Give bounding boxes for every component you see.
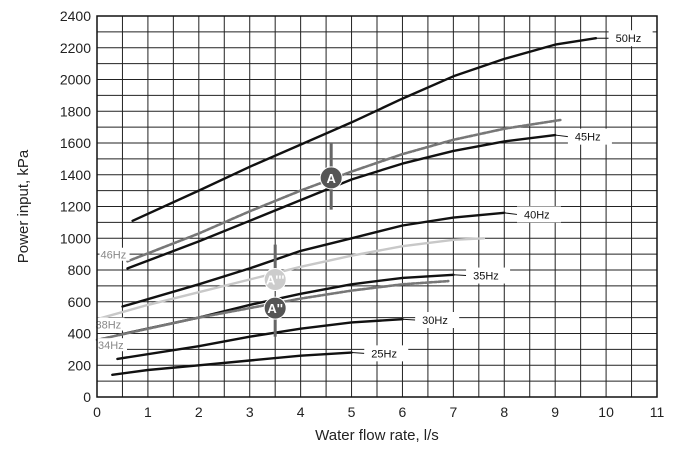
y-tick-label: 1400	[60, 167, 91, 183]
y-tick-label: 800	[68, 262, 92, 278]
operating-point-marker	[319, 166, 343, 190]
grid	[96, 15, 658, 398]
y-tick-label: 1600	[60, 135, 91, 151]
x-tick-label: 4	[297, 404, 305, 420]
series-label-bg	[608, 30, 653, 47]
x-tick-label: 0	[93, 404, 101, 420]
series-label-50hz: 50Hz	[616, 33, 642, 45]
series-label-bg	[517, 206, 561, 223]
series-line-25hz	[111, 351, 353, 376]
series-line-40hz	[121, 211, 506, 308]
y-tick-label: 1200	[60, 199, 91, 215]
operating-point-label: A'''	[266, 273, 285, 288]
grey-label-bg	[94, 317, 125, 331]
x-tick-label: 8	[500, 404, 508, 420]
series-label-bg	[567, 128, 612, 145]
series-label-leader	[351, 352, 365, 354]
series-label-bg	[466, 267, 511, 284]
y-tick-label: 600	[68, 294, 92, 310]
operating-point-label: A	[326, 171, 336, 186]
series-label-46hz: 46Hz	[101, 250, 127, 262]
series-line-unlabelled-4	[95, 237, 486, 321]
series-label-leader	[402, 318, 416, 321]
y-tick-label: 200	[68, 357, 92, 373]
plot-frame	[96, 15, 658, 398]
series-label-25hz: 25Hz	[371, 348, 397, 360]
series-label-30hz: 30Hz	[422, 315, 448, 327]
axes	[96, 15, 658, 398]
series-label-leader	[453, 274, 467, 277]
series-labels-layer: 50Hz 45Hz 40Hz 35Hz 30Hz 25Hz 46Hz 38Hz 34Hz	[94, 30, 653, 362]
series-line-45hz	[126, 133, 557, 270]
tick-labels: 0 1 2 3 4 5 6 7 8 9 10 11 0 200 400 600 800 1000 1200 1400 1…	[60, 8, 665, 420]
y-tick-label: 0	[83, 389, 91, 405]
series-label-leader	[504, 212, 518, 215]
x-tick-label: 7	[449, 404, 457, 420]
x-tick-label: 9	[551, 404, 559, 420]
series-label-45hz: 45Hz	[575, 132, 601, 144]
operating-point-marker	[263, 268, 287, 292]
x-axis-label: Water flow rate, l/s	[315, 427, 439, 444]
grey-label-bg	[99, 247, 130, 261]
y-tick-label: 1000	[60, 230, 91, 246]
series-label-38hz: 38Hz	[95, 320, 121, 332]
y-tick-label: 2200	[60, 40, 91, 56]
y-tick-label: 2000	[60, 72, 91, 88]
series-label-bg	[415, 312, 460, 329]
grey-label-bg	[97, 338, 127, 352]
operating-point-label: A''	[267, 301, 283, 316]
x-tick-label: 11	[650, 404, 665, 420]
y-tick-label: 2400	[60, 8, 91, 24]
x-tick-label: 5	[348, 404, 356, 420]
series-line-46hz	[126, 118, 562, 263]
series-label-34hz: 34Hz	[98, 340, 124, 352]
x-tick-label: 3	[246, 404, 254, 420]
x-tick-label: 1	[144, 404, 152, 420]
series-label-bg	[364, 345, 409, 362]
y-tick-label: 1800	[60, 103, 91, 119]
series-label-40hz: 40Hz	[524, 209, 550, 221]
series-line-50hz	[131, 37, 598, 222]
x-tick-label: 6	[399, 404, 407, 420]
series-label-35hz: 35Hz	[473, 271, 499, 283]
y-tick-label: 400	[68, 326, 92, 342]
operating-point-marker	[263, 296, 287, 320]
x-tick-label: 2	[195, 404, 203, 420]
markers-layer: A A''' A''	[263, 143, 343, 337]
series-label-leader	[555, 134, 568, 138]
y-axis-label: Power input, kPa	[15, 149, 32, 263]
x-tick-label: 10	[598, 404, 614, 420]
